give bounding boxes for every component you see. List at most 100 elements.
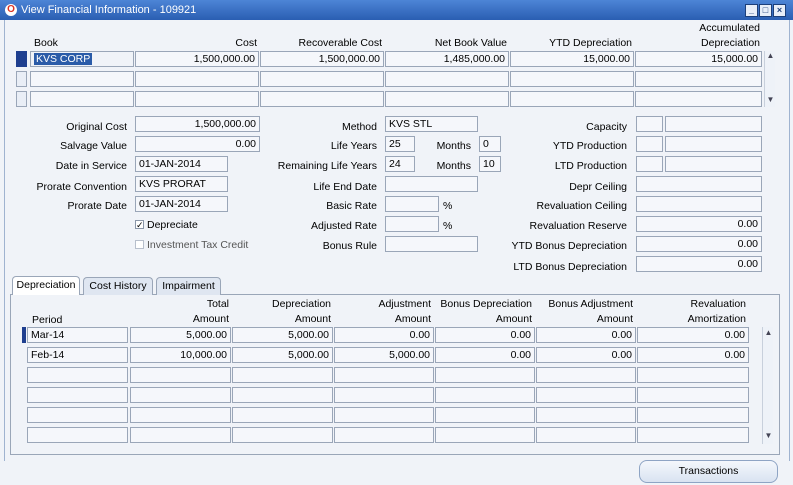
dep-bonus-depreciation-cell[interactable] (435, 407, 535, 423)
ytd-depreciation-cell[interactable] (510, 71, 634, 87)
tab-depreciation[interactable]: Depreciation (12, 276, 80, 295)
revaluation-ceiling-field[interactable] (636, 196, 762, 212)
dep-bonus-adjustment-cell[interactable] (536, 367, 636, 383)
dep-row-indicator-active[interactable] (22, 327, 26, 343)
maximize-icon[interactable]: □ (759, 4, 772, 17)
cost-cell[interactable] (135, 71, 259, 87)
top-grid-scrollbar[interactable]: ▲ ▼ (764, 51, 775, 107)
dep-adjustment-cell[interactable] (334, 407, 434, 423)
dep-total-cell[interactable]: 10,000.00 (130, 347, 231, 363)
capacity-uom-field[interactable] (636, 116, 663, 132)
cost-cell[interactable]: 1,500,000.00 (135, 51, 259, 67)
dep-revaluation-cell[interactable]: 0.00 (637, 327, 749, 343)
prorate-date-field[interactable]: 01-JAN-2014 (135, 196, 228, 212)
dep-period-cell[interactable] (27, 427, 128, 443)
dep-bonus-adjustment-cell[interactable] (536, 407, 636, 423)
depreciate-checkbox[interactable]: ✓ (135, 220, 144, 230)
scroll-down-icon[interactable]: ▼ (766, 95, 775, 104)
recoverable-cost-cell[interactable] (260, 91, 384, 107)
investment-tax-credit-checkbox[interactable] (135, 240, 144, 249)
dep-adjustment-cell[interactable]: 5,000.00 (334, 347, 434, 363)
dep-revaluation-cell[interactable]: 0.00 (637, 347, 749, 363)
cost-cell[interactable] (135, 91, 259, 107)
dep-bonus-depreciation-cell[interactable] (435, 367, 535, 383)
book-cell[interactable] (30, 91, 134, 107)
capacity-field[interactable] (665, 116, 762, 132)
dep-total-cell[interactable] (130, 427, 231, 443)
dep-revaluation-cell[interactable] (637, 407, 749, 423)
row-indicator[interactable] (16, 91, 27, 107)
ltd-bonus-depreciation-field[interactable]: 0.00 (636, 256, 762, 272)
dep-depreciation-cell[interactable]: 5,000.00 (232, 347, 333, 363)
close-icon[interactable]: × (773, 4, 786, 17)
dep-total-cell[interactable] (130, 367, 231, 383)
dep-bonus-depreciation-cell[interactable] (435, 387, 535, 403)
ytd-depreciation-cell[interactable] (510, 91, 634, 107)
dep-revaluation-cell[interactable] (637, 427, 749, 443)
net-book-value-cell[interactable] (385, 71, 509, 87)
ytd-production-field[interactable] (665, 136, 762, 152)
dep-period-cell[interactable] (27, 407, 128, 423)
remaining-life-years-field[interactable]: 24 (385, 156, 415, 172)
net-book-value-cell[interactable] (385, 91, 509, 107)
accumulated-depreciation-cell[interactable] (635, 91, 762, 107)
ytd-production-uom-field[interactable] (636, 136, 663, 152)
scroll-up-icon[interactable]: ▲ (764, 328, 773, 337)
ytd-depreciation-cell[interactable]: 15,000.00 (510, 51, 634, 67)
dep-total-cell[interactable] (130, 387, 231, 403)
ytd-bonus-depreciation-field[interactable]: 0.00 (636, 236, 762, 252)
basic-rate-field[interactable] (385, 196, 439, 212)
dep-bonus-adjustment-cell[interactable] (536, 427, 636, 443)
dep-depreciation-cell[interactable] (232, 387, 333, 403)
adjusted-rate-field[interactable] (385, 216, 439, 232)
dep-table-scrollbar[interactable]: ▲ ▼ (762, 327, 773, 444)
dep-bonus-depreciation-cell[interactable] (435, 427, 535, 443)
dep-depreciation-cell[interactable] (232, 407, 333, 423)
method-field[interactable]: KVS STL (385, 116, 478, 132)
bonus-rule-field[interactable] (385, 236, 478, 252)
dep-depreciation-cell[interactable] (232, 427, 333, 443)
dep-adjustment-cell[interactable] (334, 367, 434, 383)
dep-total-cell[interactable]: 5,000.00 (130, 327, 231, 343)
row-indicator-active[interactable] (16, 51, 27, 67)
transactions-button[interactable]: Transactions (639, 460, 778, 483)
dep-revaluation-cell[interactable] (637, 387, 749, 403)
ltd-production-field[interactable] (665, 156, 762, 172)
dep-bonus-depreciation-cell[interactable]: 0.00 (435, 347, 535, 363)
revaluation-reserve-field[interactable]: 0.00 (636, 216, 762, 232)
life-end-date-field[interactable] (385, 176, 478, 192)
dep-period-cell[interactable] (27, 367, 128, 383)
recoverable-cost-cell[interactable]: 1,500,000.00 (260, 51, 384, 67)
tab-impairment[interactable]: Impairment (156, 277, 221, 295)
date-in-service-field[interactable]: 01-JAN-2014 (135, 156, 228, 172)
dep-adjustment-cell[interactable] (334, 387, 434, 403)
salvage-value-field[interactable]: 0.00 (135, 136, 260, 152)
recoverable-cost-cell[interactable] (260, 71, 384, 87)
scroll-down-icon[interactable]: ▼ (764, 431, 773, 440)
prorate-convention-field[interactable]: KVS PRORAT (135, 176, 228, 192)
ltd-production-uom-field[interactable] (636, 156, 663, 172)
accumulated-depreciation-cell[interactable] (635, 71, 762, 87)
life-months-field[interactable]: 0 (479, 136, 501, 152)
scroll-up-icon[interactable]: ▲ (766, 51, 775, 60)
tab-cost-history[interactable]: Cost History (83, 277, 153, 295)
dep-period-cell[interactable]: Mar-14 (27, 327, 128, 343)
dep-depreciation-cell[interactable] (232, 367, 333, 383)
dep-depreciation-cell[interactable]: 5,000.00 (232, 327, 333, 343)
dep-adjustment-cell[interactable]: 0.00 (334, 327, 434, 343)
book-cell[interactable] (30, 71, 134, 87)
dep-adjustment-cell[interactable] (334, 427, 434, 443)
original-cost-field[interactable]: 1,500,000.00 (135, 116, 260, 132)
life-years-field[interactable]: 25 (385, 136, 415, 152)
row-indicator[interactable] (16, 71, 27, 87)
dep-period-cell[interactable]: Feb-14 (27, 347, 128, 363)
net-book-value-cell[interactable]: 1,485,000.00 (385, 51, 509, 67)
dep-bonus-adjustment-cell[interactable]: 0.00 (536, 327, 636, 343)
depr-ceiling-field[interactable] (636, 176, 762, 192)
dep-bonus-adjustment-cell[interactable] (536, 387, 636, 403)
book-cell[interactable]: KVS CORP (30, 51, 134, 67)
accumulated-depreciation-cell[interactable]: 15,000.00 (635, 51, 762, 67)
dep-total-cell[interactable] (130, 407, 231, 423)
dep-bonus-depreciation-cell[interactable]: 0.00 (435, 327, 535, 343)
dep-bonus-adjustment-cell[interactable]: 0.00 (536, 347, 636, 363)
